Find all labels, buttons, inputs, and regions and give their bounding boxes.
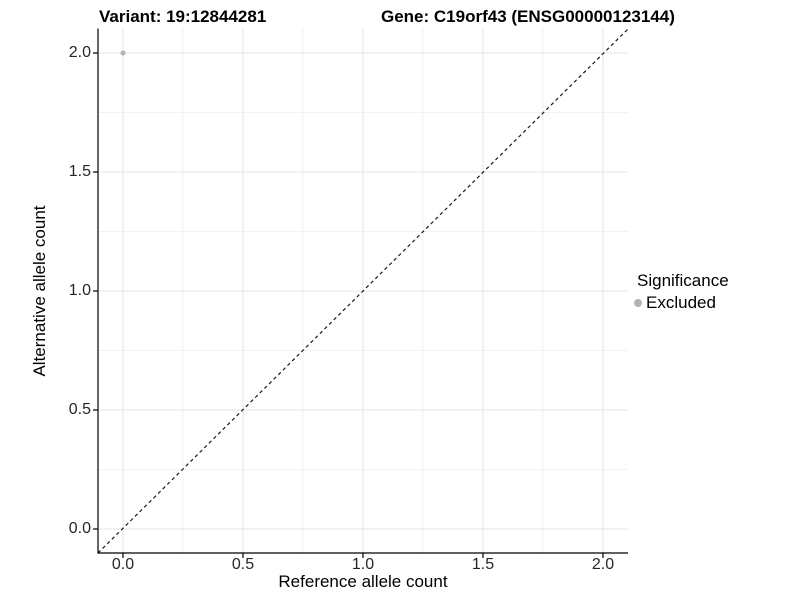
y-tick-label-2.0: 2.0 <box>68 44 91 61</box>
x-tick-label-1.0: 1.0 <box>351 556 375 573</box>
x-tick-label-0.5: 0.5 <box>231 556 255 573</box>
legend-item-label: Excluded <box>646 293 716 312</box>
x-tick-label-1.5: 1.5 <box>471 556 495 573</box>
y-tick-label-0.0: 0.0 <box>68 520 91 537</box>
x-tick-label-2.0: 2.0 <box>591 556 615 573</box>
excluded-marker-circle-icon <box>634 299 642 307</box>
y-tick-label-0.5: 0.5 <box>68 401 91 418</box>
legend-title: Significance <box>637 271 729 290</box>
axis-tick-marks <box>93 52 604 558</box>
variant-title: Variant: 19:12844281 <box>99 7 267 26</box>
y-tick-label-1.5: 1.5 <box>68 163 91 180</box>
y-tick-label-1.0: 1.0 <box>68 282 91 299</box>
y-axis-title: Alternative allele count <box>30 205 49 377</box>
data-point-excluded <box>120 50 126 56</box>
grid-major <box>98 29 628 553</box>
legend-item-excluded: Excluded <box>634 293 729 313</box>
legend: Significance Excluded <box>634 271 729 313</box>
identity-reference-line <box>97 28 629 554</box>
x-axis-title: Reference allele count <box>278 572 448 591</box>
gene-title: Gene: C19orf43 (ENSG00000123144) <box>381 7 675 26</box>
x-tick-label-0.0: 0.0 <box>111 556 135 573</box>
